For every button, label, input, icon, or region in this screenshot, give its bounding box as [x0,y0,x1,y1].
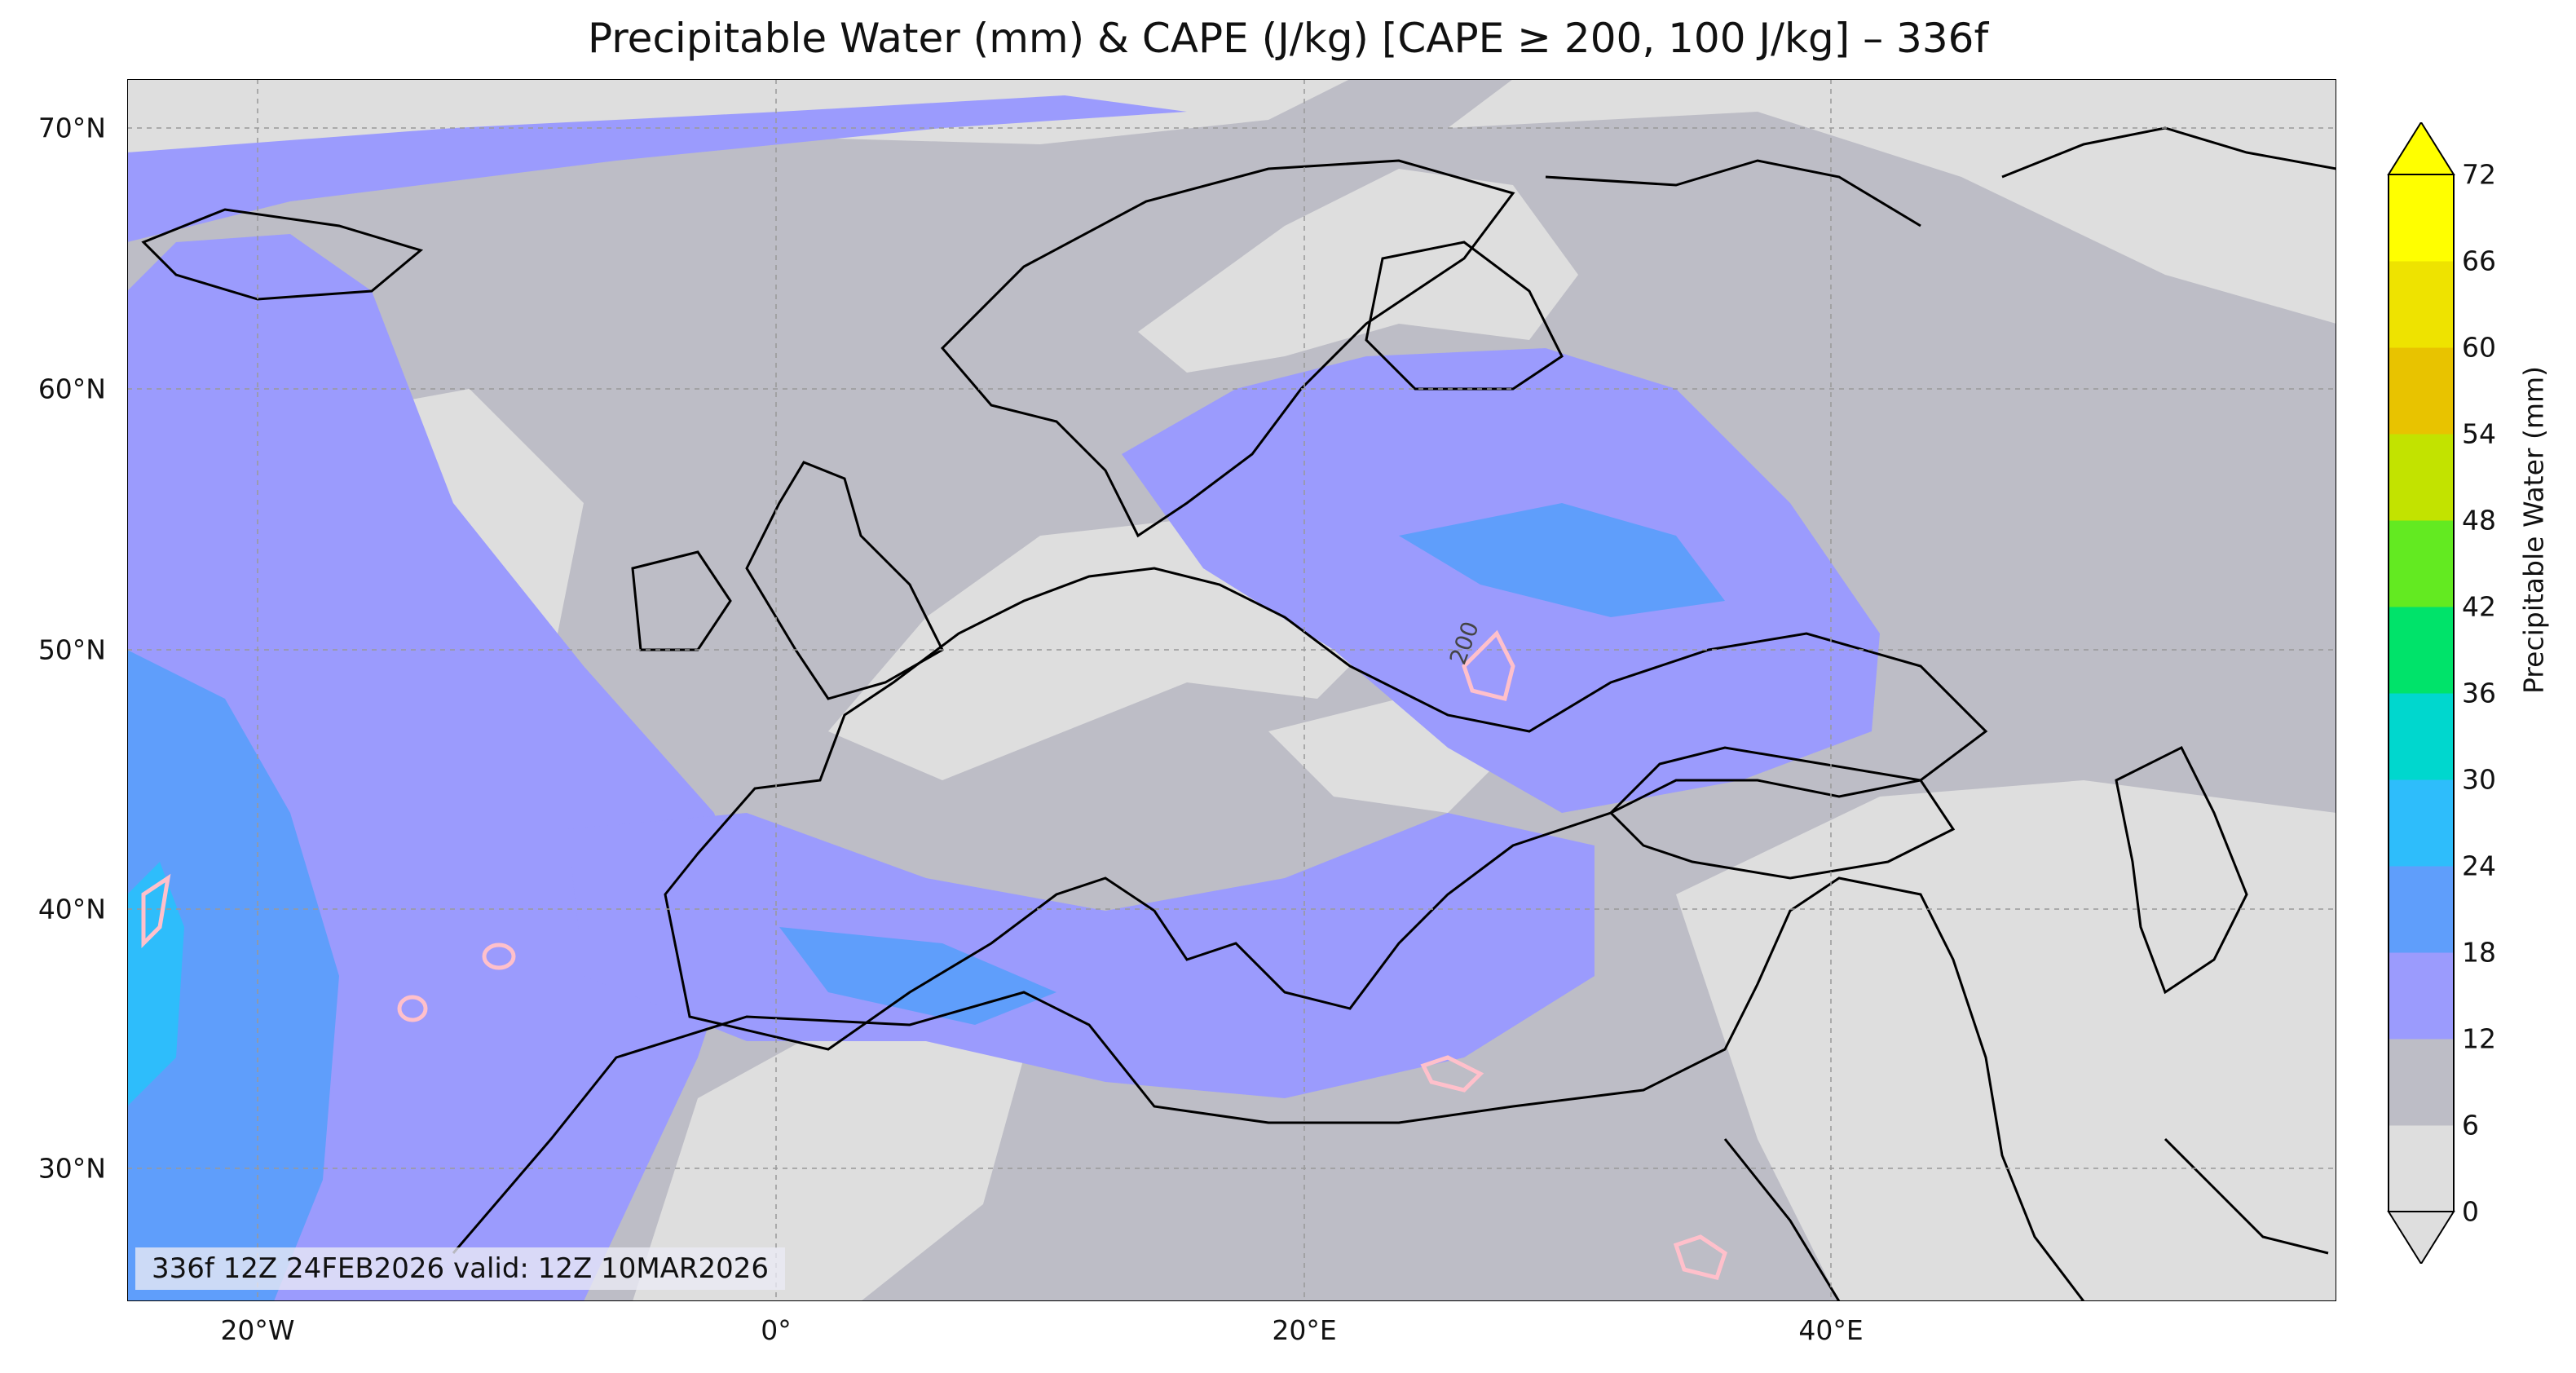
cape-contour-atlantic-1 [482,943,516,970]
colorbar-tick-label: 66 [2462,245,2496,277]
lat-label-40: 40°N [37,893,106,925]
coast-britain [745,461,944,700]
pw-12-mediterranean [567,813,1595,1098]
lat-label-60: 60°N [37,373,106,405]
lat-label-50: 50°N [37,634,106,666]
lon-label-20w: 20°W [220,1314,295,1346]
cape-contours [141,629,1727,1280]
coast-caspian [2115,745,2248,995]
colorbar-segment [2389,347,2454,435]
colorbar-segment [2389,779,2454,867]
colorbar-tick-label: 42 [2462,590,2496,623]
colorbar-extend-max [2387,122,2455,175]
colorbar-segment [2389,607,2454,694]
coast-iceland [141,208,424,301]
lon-label-20e: 20°E [1272,1314,1337,1346]
cape-contour-crete [1420,1055,1484,1093]
coast-kola [1545,159,1921,227]
pw-dry-scandinavia [1138,169,1578,373]
colorbar-segment [2389,520,2454,607]
pw-18-baltic-belarus [1399,503,1725,617]
colorbar-tick-label: 6 [2462,1109,2479,1141]
coastlines [141,126,2336,1301]
colorbar-segment [2389,693,2454,780]
colorbar-tick-label: 60 [2462,331,2496,364]
map-title: Precipitable Water (mm) & CAPE (J/kg) [C… [587,15,1989,62]
lon-label-40e: 40°E [1798,1314,1864,1346]
colorbar-tick-label: 0 [2462,1195,2479,1228]
colorbar-tick-label: 24 [2462,850,2496,882]
colorbar-tick-label: 12 [2462,1022,2496,1055]
graticule [127,79,2336,1301]
colorbar [2387,122,2455,1264]
pw-12-arctic-band [127,95,1187,242]
colorbar-tick-label: 54 [2462,417,2496,450]
pw-dry-russia [1448,79,2336,324]
coast-red-sea [1723,1138,1841,1301]
pw-18-atlantic [127,650,339,1301]
cape-contour-red-sea [1673,1234,1727,1280]
colorbar-segment [2389,174,2454,262]
coast-north-africa [452,876,2085,1301]
map-panel[interactable]: 200 [127,79,2336,1301]
colorbar-tick-label: 48 [2462,504,2496,536]
pw-dry-north-africa [633,1009,1024,1301]
colorbar-segment [2389,1039,2454,1126]
colorbar-tick-label: 30 [2462,763,2496,796]
coast-scandinavia [940,159,1515,538]
colorbar-label: Precipitable Water (mm) [2517,365,2550,695]
run-valid-stamp: 336f 12Z 24FEB2026 valid: 12Z 10MAR2026 [135,1247,786,1290]
coast-black-sea [1608,746,1956,880]
pw-dry-middle-east [1676,780,2336,1301]
colorbar-tick-label: 36 [2462,677,2496,709]
colorbar-segment [2389,1125,2454,1212]
colorbar-segment [2389,866,2454,953]
colorbar-tick-label: 18 [2462,936,2496,969]
coast-ireland [631,550,732,651]
coast-europe-mainland [664,567,1988,1051]
colorbar-extend-min [2387,1211,2455,1264]
coast-gulf [2164,1137,2329,1255]
coast-finland [1365,241,1564,391]
lat-label-70: 70°N [37,112,106,144]
colorbar-frame [2388,174,2455,1212]
lat-label-30: 30°N [37,1152,106,1185]
colorbar-segment [2389,261,2454,348]
colorbar-segment [2389,434,2454,521]
pw-18-western-med [779,927,1056,1025]
cape-contour-atlantic-2 [397,995,428,1022]
lon-label-0: 0° [761,1314,792,1346]
cape-contour-ukraine [1462,629,1515,702]
colorbar-tick-label: 72 [2462,158,2496,191]
cape-contour-iberia-west [141,873,171,949]
colorbar-segment [2389,952,2454,1040]
